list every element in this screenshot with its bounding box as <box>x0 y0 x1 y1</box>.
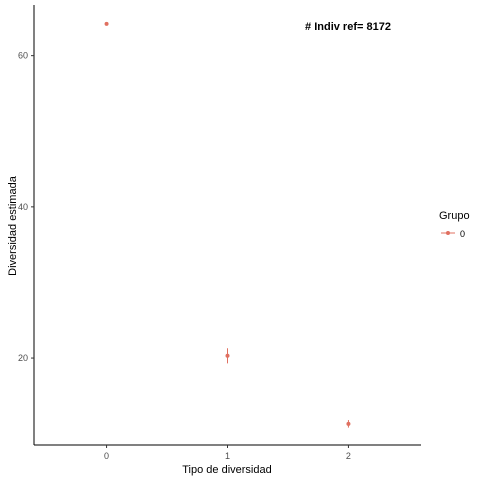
legend-key-point <box>446 231 450 235</box>
y-tick-label: 60 <box>18 51 28 61</box>
x-tick-label: 1 <box>225 451 230 461</box>
data-point <box>346 421 351 426</box>
x-tick-label: 0 <box>104 451 109 461</box>
legend-key <box>441 231 455 235</box>
plot-area <box>104 21 351 428</box>
annotation-indiv-ref: # Indiv ref= 8172 <box>305 21 391 33</box>
x-tick-label: 2 <box>346 451 351 461</box>
y-ticks: 20 40 60 <box>18 51 34 363</box>
data-point <box>225 353 230 358</box>
legend-label: 0 <box>460 229 465 239</box>
y-axis-title: Diversidad estimada <box>7 175 19 276</box>
data-point <box>104 21 109 26</box>
y-tick-label: 40 <box>18 202 28 212</box>
x-ticks: 0 1 2 <box>104 445 351 461</box>
y-tick-label: 20 <box>18 353 28 363</box>
legend-title: Grupo <box>439 210 470 222</box>
legend: Grupo 0 <box>439 210 470 239</box>
x-axis-title: Tipo de diversidad <box>182 464 271 476</box>
